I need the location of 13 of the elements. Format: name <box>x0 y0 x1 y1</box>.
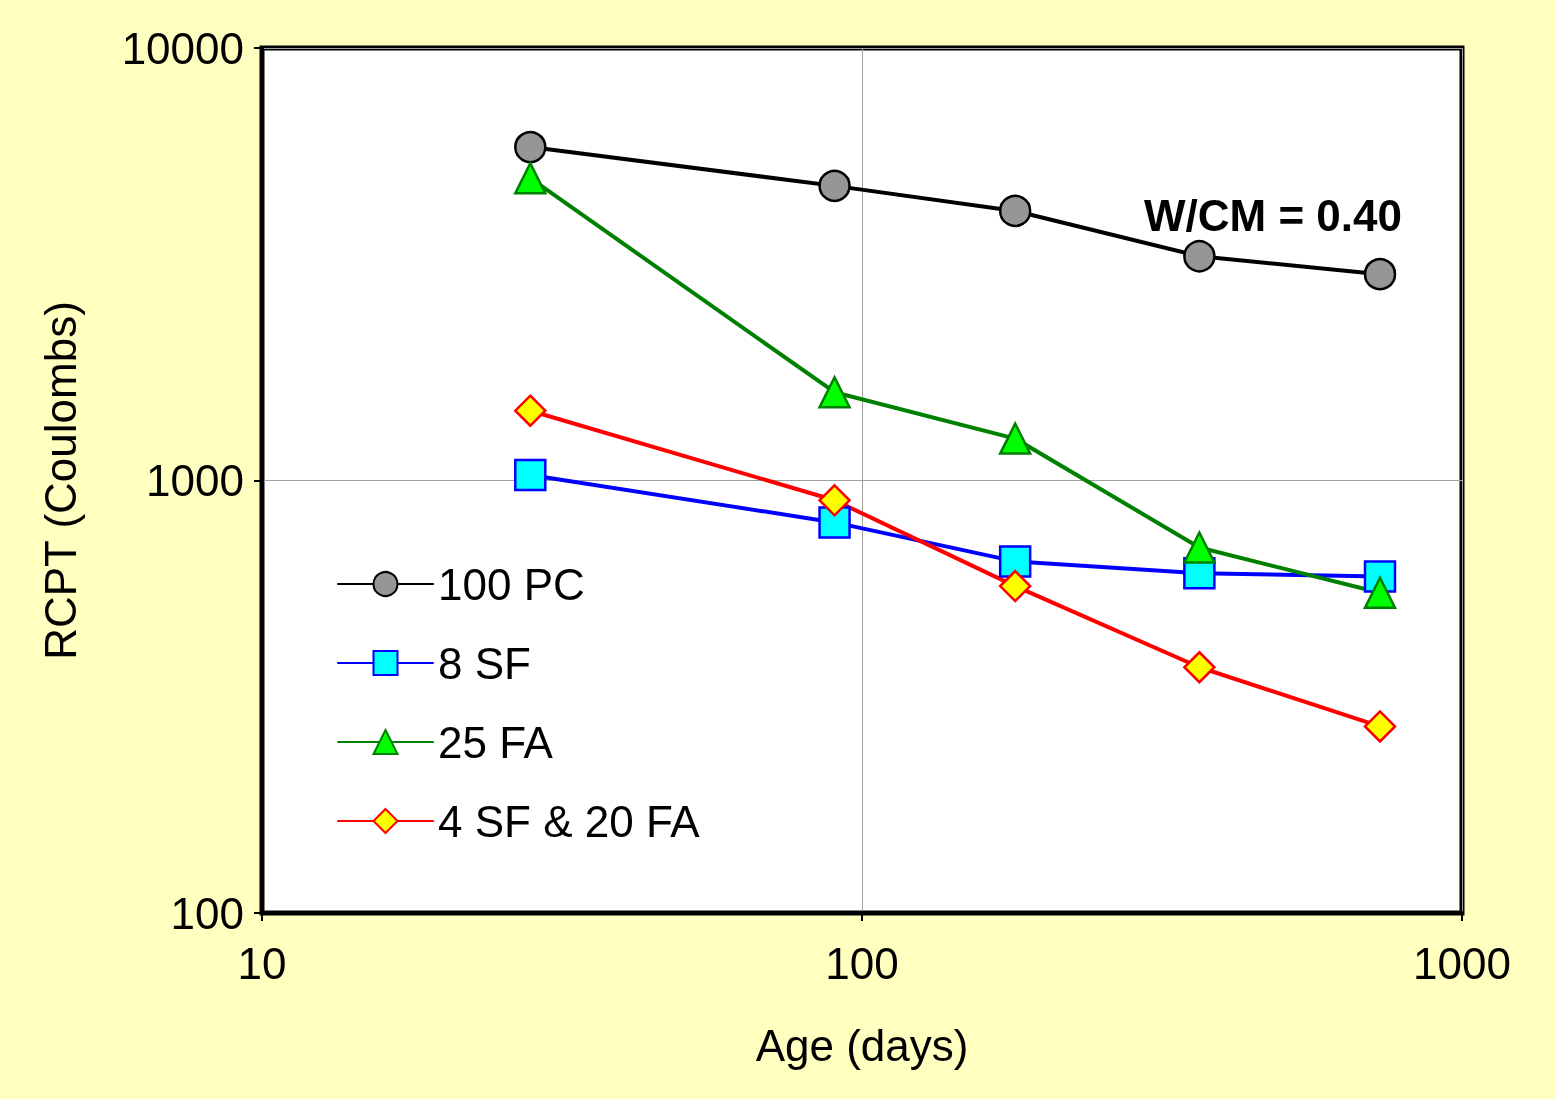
x-tick-label: 10 <box>237 938 287 988</box>
legend-label: 4 SF & 20 FA <box>438 796 701 846</box>
legend-label: 25 FA <box>438 717 554 767</box>
x-tick-label: 1000 <box>1413 938 1511 988</box>
y-tick-label: 10000 <box>121 23 244 73</box>
y-axis-title: RCPT (Coulombs) <box>35 301 85 660</box>
y-tick-label: 1000 <box>146 456 244 505</box>
legend-label: 100 PC <box>438 559 585 609</box>
y-tick-label: 100 <box>170 888 244 938</box>
x-tick-label: 100 <box>825 938 899 988</box>
annotation: W/CM = 0.40 <box>1144 190 1403 240</box>
x-axis-title: Age (days) <box>755 1020 969 1070</box>
legend-label: 8 SF <box>438 638 531 688</box>
